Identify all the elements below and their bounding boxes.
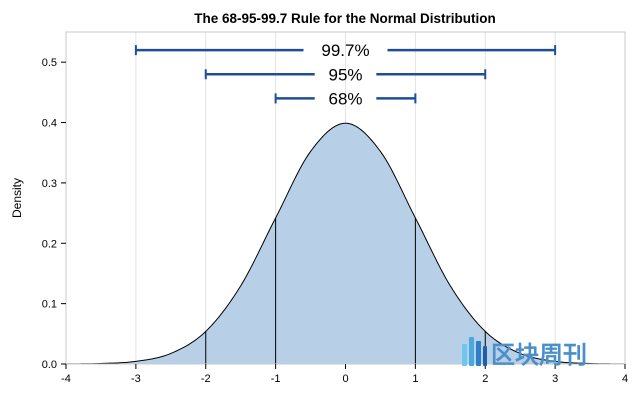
x-tick-label: 2 bbox=[482, 373, 488, 385]
watermark-text: 区块周刊 bbox=[491, 341, 587, 369]
range-bar: 99.7% bbox=[134, 41, 557, 60]
range-label: 68% bbox=[328, 89, 362, 108]
density-curve bbox=[65, 122, 626, 365]
x-tick-label: 4 bbox=[622, 373, 628, 385]
y-tick-label: 0.0 bbox=[42, 359, 57, 371]
watermark: 区块周刊 bbox=[462, 337, 587, 369]
y-tick-label: 0.2 bbox=[42, 238, 57, 250]
y-axis: 0.0 0.1 0.2 0.3 0.4 0.5 bbox=[42, 57, 66, 371]
x-tick-label: -4 bbox=[61, 373, 71, 385]
x-axis: -4 -3 -2 -1 0 1 2 3 4 bbox=[61, 364, 628, 385]
y-tick-label: 0.5 bbox=[42, 57, 57, 69]
density-fill bbox=[66, 123, 625, 365]
x-tick-label: 0 bbox=[342, 373, 348, 385]
bars-logo-icon bbox=[462, 337, 487, 366]
density-area bbox=[65, 122, 626, 365]
range-label: 95% bbox=[328, 65, 362, 84]
x-tick-label: -2 bbox=[201, 373, 211, 385]
y-tick-label: 0.1 bbox=[42, 299, 57, 311]
x-tick-label: -1 bbox=[271, 373, 281, 385]
range-label: 99.7% bbox=[321, 41, 369, 60]
chart-title: The 68-95-99.7 Rule for the Normal Distr… bbox=[194, 11, 496, 26]
y-tick-label: 0.3 bbox=[42, 178, 57, 190]
range-bars: 99.7% 95% 68% bbox=[134, 41, 557, 108]
range-bar: 68% bbox=[274, 89, 417, 108]
gridlines bbox=[135, 32, 556, 364]
x-tick-label: 1 bbox=[412, 373, 418, 385]
x-tick-label: -3 bbox=[131, 373, 141, 385]
range-bar: 95% bbox=[204, 65, 487, 84]
y-axis-label: Density bbox=[10, 178, 24, 218]
x-tick-label: 3 bbox=[552, 373, 558, 385]
y-tick-label: 0.4 bbox=[42, 118, 57, 130]
